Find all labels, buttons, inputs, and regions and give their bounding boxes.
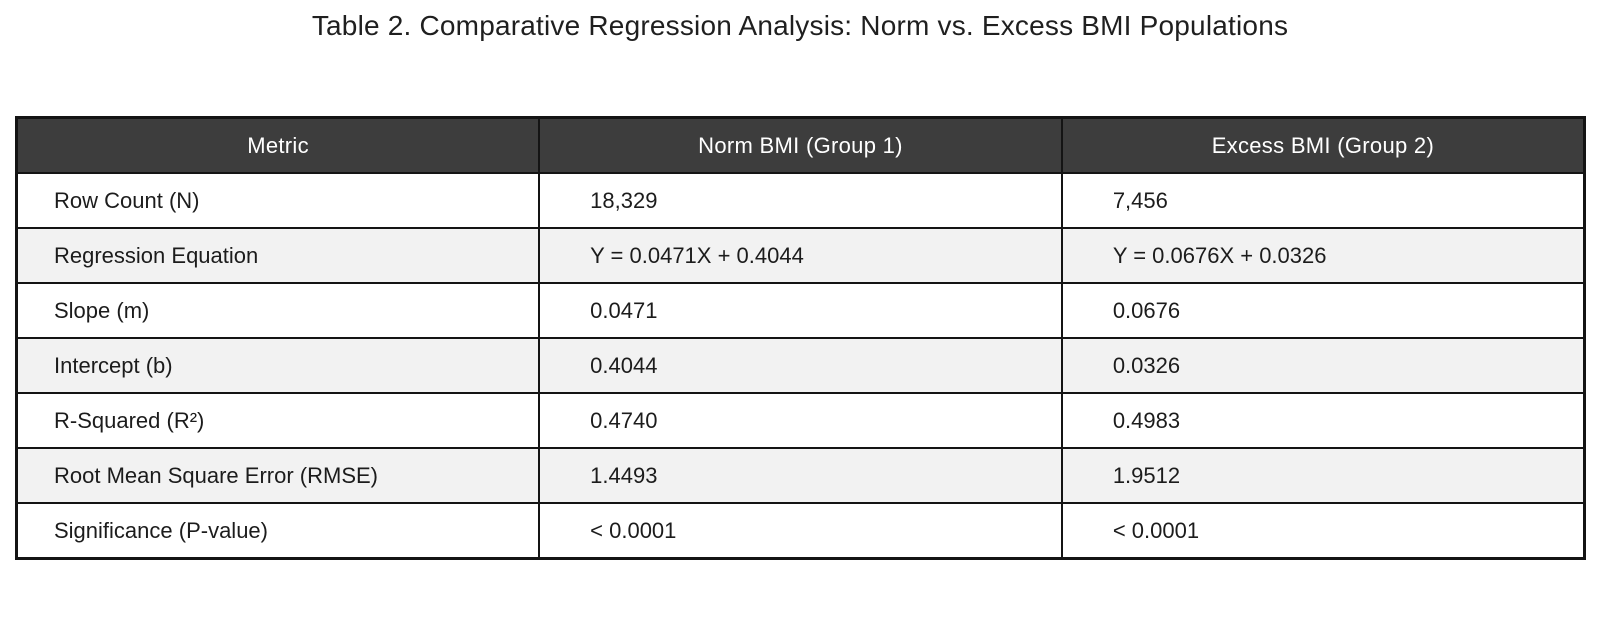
cell-metric-regression-equation: Regression Equation: [15, 227, 541, 284]
table-row: Intercept (b) 0.4044 0.0326: [15, 337, 1586, 394]
table-row: Slope (m) 0.0471 0.0676: [15, 282, 1586, 339]
column-header-norm-bmi: Norm BMI (Group 1): [538, 116, 1063, 174]
cell-group2-rmse: 1.9512: [1060, 447, 1586, 504]
column-header-metric: Metric: [15, 116, 541, 174]
cell-group1-significance: < 0.0001: [538, 502, 1063, 560]
cell-group1-r-squared: 0.4740: [538, 392, 1063, 449]
cell-group1-row-count: 18,329: [538, 172, 1063, 229]
cell-group2-intercept: 0.0326: [1060, 337, 1586, 394]
cell-group2-r-squared: 0.4983: [1060, 392, 1586, 449]
cell-group1-slope: 0.0471: [538, 282, 1063, 339]
cell-group2-slope: 0.0676: [1060, 282, 1586, 339]
cell-group1-rmse: 1.4493: [538, 447, 1063, 504]
cell-metric-slope: Slope (m): [15, 282, 541, 339]
table-caption: Table 2. Comparative Regression Analysis…: [311, 10, 1289, 41]
header-row: Metric Norm BMI (Group 1) Excess BMI (Gr…: [15, 116, 1586, 174]
table-row: Root Mean Square Error (RMSE) 1.4493 1.9…: [15, 447, 1586, 504]
cell-group2-row-count: 7,456: [1060, 172, 1586, 229]
table-row: Row Count (N) 18,329 7,456: [15, 172, 1586, 229]
cell-group2-regression-equation: Y = 0.0676X + 0.0326: [1060, 227, 1586, 284]
table-row: Significance (P-value) < 0.0001 < 0.0001: [15, 502, 1586, 560]
table-row: R-Squared (R²) 0.4740 0.4983: [15, 392, 1586, 449]
cell-metric-significance: Significance (P-value): [15, 502, 541, 560]
column-header-excess-bmi: Excess BMI (Group 2): [1060, 116, 1586, 174]
cell-metric-r-squared: R-Squared (R²): [15, 392, 541, 449]
cell-metric-rmse: Root Mean Square Error (RMSE): [15, 447, 541, 504]
cell-group2-significance: < 0.0001: [1060, 502, 1586, 560]
cell-metric-row-count: Row Count (N): [15, 172, 541, 229]
cell-metric-intercept: Intercept (b): [15, 337, 541, 394]
cell-group1-regression-equation: Y = 0.0471X + 0.4044: [538, 227, 1063, 284]
regression-comparison-table: Metric Norm BMI (Group 1) Excess BMI (Gr…: [15, 116, 1586, 560]
table-row: Regression Equation Y = 0.0471X + 0.4044…: [15, 227, 1586, 284]
cell-group1-intercept: 0.4044: [538, 337, 1063, 394]
